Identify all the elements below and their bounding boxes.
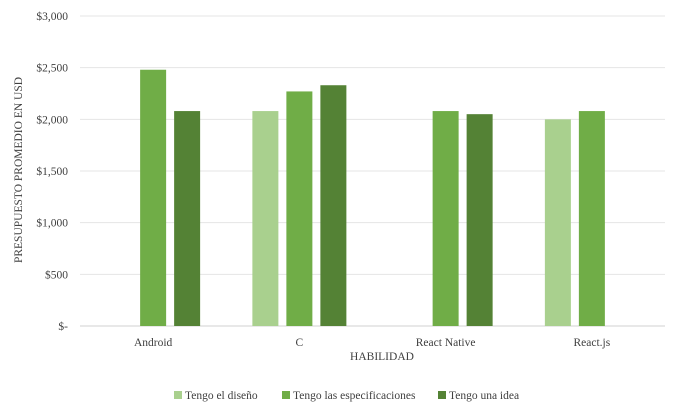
legend-label: Tengo el diseño	[185, 390, 258, 402]
y-tick-label: $2,000	[36, 113, 68, 126]
y-tick-label: $1,500	[36, 165, 68, 178]
legend-label: Tengo una idea	[449, 390, 519, 402]
bar	[578, 111, 605, 326]
legend: Tengo el diseño Tengo las especificacione…	[174, 390, 519, 402]
bar	[252, 111, 279, 326]
bar	[320, 85, 347, 326]
y-axis-title: PRESUPUESTO PROMEDIO EN USD	[13, 77, 25, 263]
y-tick-label: $3,000	[36, 10, 68, 23]
bar	[544, 119, 571, 326]
bar	[432, 111, 459, 326]
x-tick-label: C	[296, 337, 304, 349]
bar	[174, 111, 201, 326]
bars	[140, 69, 605, 327]
x-tick-label: React Native	[416, 337, 476, 349]
y-tick-label: $2,500	[36, 62, 68, 75]
legend-swatch	[282, 391, 290, 399]
x-axis-ticks: Android C React Native React.js	[134, 337, 611, 349]
y-tick-label: $-	[58, 320, 68, 333]
legend-swatch	[438, 391, 446, 399]
bar	[140, 69, 167, 326]
legend-label: Tengo las especificaciones	[293, 390, 416, 402]
bar	[466, 114, 493, 327]
x-tick-label: Android	[134, 337, 173, 349]
x-tick-label: React.js	[574, 337, 611, 349]
legend-swatch	[174, 391, 182, 399]
y-axis-ticks: $- $500 $1,000 $1,500 $2,000 $2,500 $3,000	[36, 10, 68, 333]
y-tick-label: $500	[45, 268, 68, 281]
y-tick-label: $1,000	[36, 217, 68, 230]
bar	[286, 91, 313, 326]
gridlines	[80, 15, 665, 327]
x-axis-title: HABILIDAD	[350, 351, 414, 363]
